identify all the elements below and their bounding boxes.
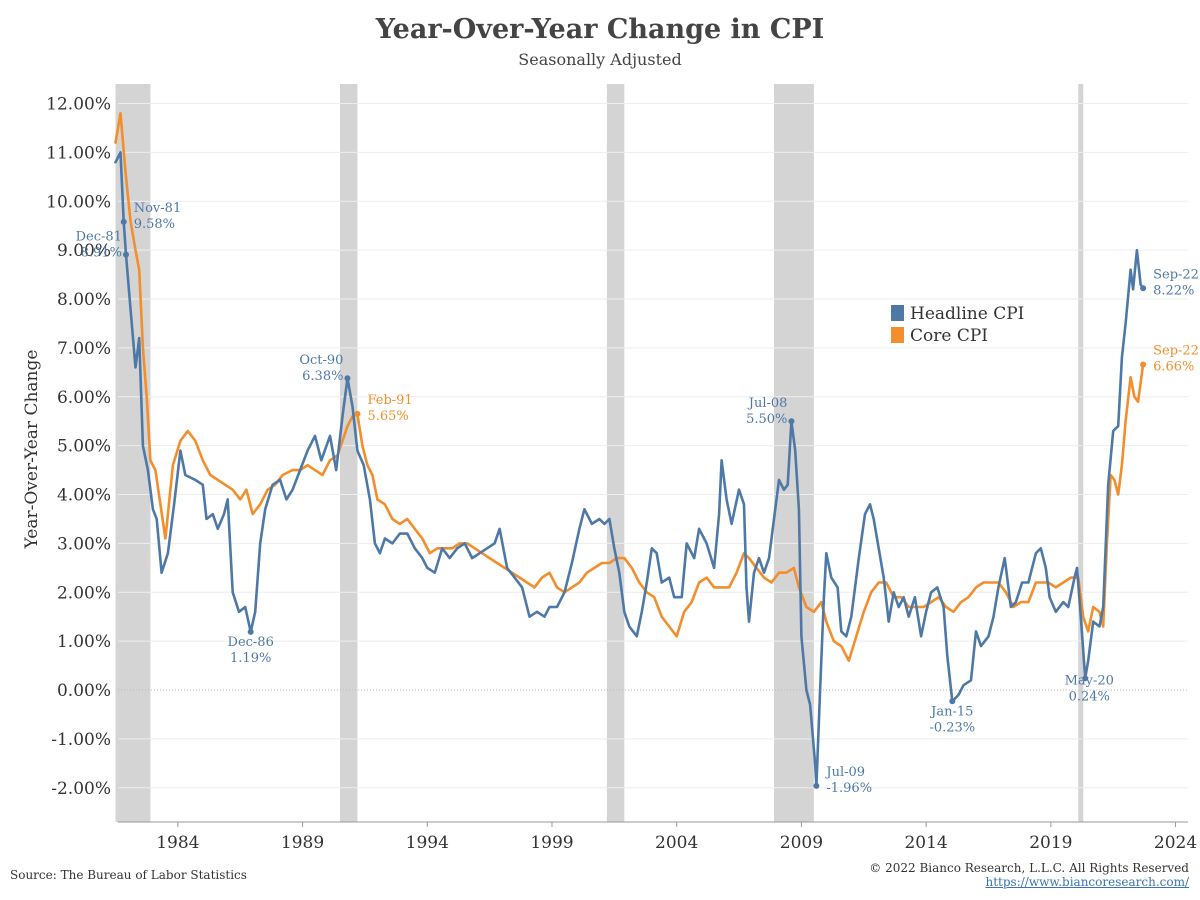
annotation-label: Sep-22	[1153, 344, 1199, 359]
series-lines	[114, 112, 1145, 788]
headline-cpi-line	[114, 151, 1145, 788]
y-tick-label: -1.00%	[51, 730, 111, 750]
annotation-label: May-20	[1065, 673, 1114, 688]
y-axis-label: Year-Over-Year Change	[22, 350, 42, 550]
y-tick-label: 0.00%	[57, 681, 111, 701]
recession-band	[773, 84, 814, 822]
annotation-value: -0.23%	[929, 720, 975, 735]
y-tick-label: 4.00%	[57, 486, 111, 506]
annotation-label: Jan-15	[929, 704, 973, 719]
y-tick-label: 9.00%	[57, 241, 111, 261]
annotation-marker	[354, 410, 361, 417]
annotation-label: Jul-09	[824, 765, 865, 780]
annotation-value: 5.65%	[367, 409, 408, 424]
legend-swatch	[891, 327, 904, 343]
recession-bands	[115, 84, 1084, 822]
annotation-marker	[120, 218, 127, 225]
annotation-label: Dec-86	[228, 635, 274, 650]
y-tick-label: -2.00%	[51, 779, 111, 799]
annotation-marker	[1140, 361, 1147, 368]
annotation-value: 8.22%	[1153, 283, 1194, 298]
annotation-marker	[813, 782, 820, 789]
annotation-label: Jul-08	[747, 396, 788, 411]
x-tick-label: 2004	[655, 833, 698, 853]
x-tick-label: 2019	[1029, 833, 1072, 853]
annotation-marker	[122, 251, 129, 258]
annotation-marker	[949, 698, 956, 705]
annotation-value: -1.96%	[826, 781, 872, 796]
annotation-value: 6.38%	[302, 369, 343, 384]
website-link[interactable]: https://www.biancoresearch.com/	[985, 875, 1189, 889]
annotation-label: Feb-91	[367, 393, 412, 408]
y-tick-label: 6.00%	[57, 388, 111, 408]
x-tick-label: 1994	[406, 833, 449, 853]
x-tick-label: 1989	[281, 833, 324, 853]
annotations: Nov-819.58%Dec-818.91%Dec-861.19%Oct-906…	[76, 201, 1199, 796]
legend-label: Core CPI	[910, 326, 988, 346]
annotation-label: Oct-90	[299, 353, 343, 368]
annotation-marker	[344, 375, 351, 382]
recession-band	[339, 84, 358, 822]
axes: 1984 1989 1994 1999 2004 2009 2014 2019 2024	[118, 821, 1197, 853]
x-tick-label: 2014	[904, 833, 947, 853]
y-tick-label: 10.00%	[46, 192, 111, 212]
annotation-marker	[247, 628, 254, 635]
annotation-value: 1.19%	[230, 651, 271, 666]
annotation-value: 8.91%	[81, 246, 122, 261]
annotation-marker	[788, 418, 795, 425]
y-tick-label: 11.00%	[46, 143, 111, 163]
annotation-value: 0.24%	[1069, 689, 1110, 704]
annotation-label: Sep-22	[1153, 267, 1199, 282]
gridlines: -2.00% -1.00% 0.00% 1.00% 2.00% 3.00% 4.00% 5.0…	[46, 95, 1188, 799]
source-note: Source: The Bureau of Labor Statistics	[10, 868, 247, 882]
x-tick-label: 1999	[530, 833, 573, 853]
annotation-marker	[1140, 285, 1147, 292]
y-tick-label: 5.00%	[57, 437, 111, 457]
annotation-value: 5.50%	[746, 412, 787, 427]
legend-label: Headline CPI	[910, 304, 1024, 324]
y-tick-label: 7.00%	[57, 339, 111, 359]
chart-title: Year-Over-Year Change in CPI	[375, 14, 825, 45]
copyright-note: © 2022 Bianco Research, L.L.C. All Right…	[869, 861, 1189, 875]
y-tick-label: 1.00%	[57, 632, 111, 652]
y-tick-label: 8.00%	[57, 290, 111, 310]
x-tick-label: 1984	[156, 833, 199, 853]
recession-band	[1078, 84, 1084, 822]
core-cpi-line	[114, 112, 1145, 662]
annotation-value: 9.58%	[134, 217, 175, 232]
y-tick-label: 2.00%	[57, 583, 111, 603]
x-tick-label: 2009	[780, 833, 823, 853]
annotation-label: Dec-81	[76, 230, 122, 245]
y-tick-label: 3.00%	[57, 534, 111, 554]
annotation-value: 6.66%	[1153, 360, 1194, 375]
annotation-label: Nov-81	[134, 201, 181, 216]
chart-subtitle: Seasonally Adjusted	[518, 50, 682, 69]
recession-band	[606, 84, 625, 822]
y-tick-label: 12.00%	[46, 95, 111, 115]
x-tick-label: 2024	[1154, 833, 1197, 853]
annotation-marker	[1082, 675, 1089, 682]
legend-swatch	[891, 305, 904, 321]
